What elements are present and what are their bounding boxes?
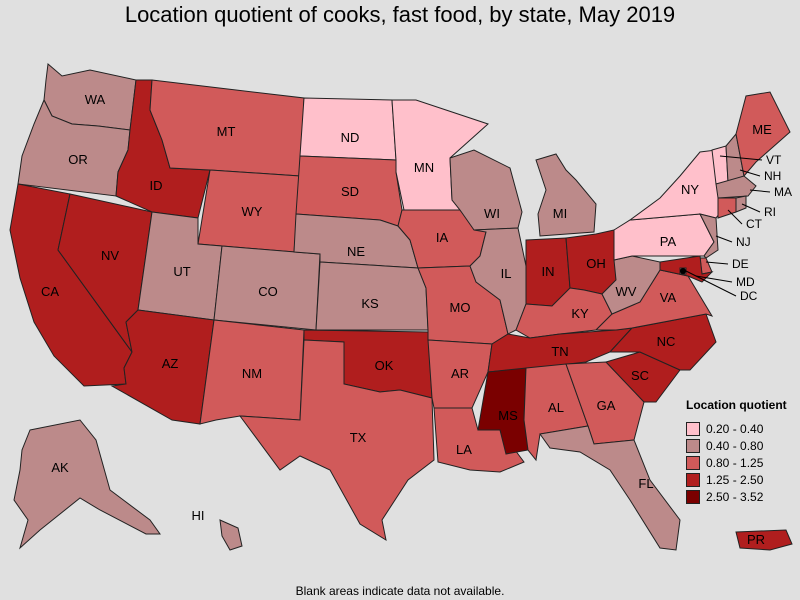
legend-label: 0.20 - 0.40	[706, 421, 764, 436]
state-ny[interactable]	[628, 149, 723, 221]
legend-title: Location quotient	[686, 398, 787, 412]
label-ak: AK	[51, 460, 69, 475]
label-la: LA	[456, 442, 472, 457]
state-ak[interactable]	[13, 419, 161, 550]
label-mo: MO	[450, 300, 471, 315]
label-ny: NY	[681, 182, 699, 197]
label-co: CO	[258, 284, 278, 299]
label-de: DE	[732, 257, 749, 271]
label-il: IL	[501, 266, 512, 281]
legend-item: 0.80 - 1.25	[686, 454, 787, 471]
label-ia: IA	[436, 230, 449, 245]
map-title: Location quotient of cooks, fast food, b…	[124, 2, 676, 27]
label-leader-lines	[683, 155, 771, 297]
legend-swatch	[686, 455, 700, 470]
label-ks: KS	[361, 296, 379, 311]
state-fl[interactable]	[539, 425, 681, 551]
legend-item: 0.40 - 0.80	[686, 437, 787, 454]
label-md: MD	[736, 275, 755, 289]
label-oh: OH	[586, 256, 606, 271]
label-pa: PA	[660, 234, 677, 249]
label-me: ME	[752, 122, 772, 137]
label-wa: WA	[85, 92, 106, 107]
label-mi: MI	[553, 206, 567, 221]
label-wv: WV	[616, 284, 637, 299]
label-ne: NE	[347, 244, 365, 259]
label-dc: DC	[740, 289, 758, 303]
state-labels: WA OR CA NV ID MT WY UT AZ CO NM ND SD N…	[41, 92, 792, 547]
label-wy: WY	[242, 204, 263, 219]
label-wi: WI	[484, 206, 500, 221]
label-al: AL	[548, 400, 564, 415]
legend-item: 0.20 - 0.40	[686, 420, 787, 437]
label-ri: RI	[764, 205, 776, 219]
label-in: IN	[542, 264, 555, 279]
state-ma[interactable]	[715, 175, 757, 199]
legend-label: 1.25 - 2.50	[706, 472, 764, 487]
legend-swatch	[686, 489, 700, 504]
footnote: Blank areas indicate data not available.	[295, 584, 505, 598]
label-sd: SD	[341, 184, 359, 199]
legend-label: 0.40 - 0.80	[706, 438, 764, 453]
legend: Location quotient 0.20 - 0.40 0.40 - 0.80…	[686, 398, 787, 505]
legend-label: 0.80 - 1.25	[706, 455, 764, 470]
label-tn: TN	[551, 344, 568, 359]
state-tx[interactable]	[238, 339, 435, 542]
dc-marker	[680, 268, 686, 274]
legend-swatch	[686, 438, 700, 453]
label-or: OR	[68, 152, 88, 167]
state-mi[interactable]	[535, 153, 597, 237]
label-mt: MT	[217, 124, 236, 139]
label-nh: NH	[764, 169, 781, 183]
state-il[interactable]	[469, 227, 527, 335]
label-nc: NC	[657, 334, 676, 349]
legend-item: 1.25 - 2.50	[686, 471, 787, 488]
legend-item: 2.50 - 3.52	[686, 488, 787, 505]
state-pr[interactable]	[735, 529, 793, 551]
label-fl: FL	[638, 476, 653, 491]
label-ca: CA	[41, 284, 59, 299]
label-ct: CT	[746, 217, 763, 231]
state-sc[interactable]	[605, 351, 681, 403]
label-hi: HI	[192, 508, 205, 523]
label-ok: OK	[375, 358, 394, 373]
legend-swatch	[686, 472, 700, 487]
label-mn: MN	[414, 160, 434, 175]
label-nd: ND	[341, 130, 360, 145]
legend-label: 2.50 - 3.52	[706, 489, 764, 504]
label-ga: GA	[597, 398, 616, 413]
label-nm: NM	[242, 366, 262, 381]
legend-swatch	[686, 421, 700, 436]
label-nj: NJ	[736, 235, 751, 249]
label-pr: PR	[747, 532, 765, 547]
label-sc: SC	[631, 368, 649, 383]
label-tx: TX	[350, 430, 367, 445]
label-id: ID	[150, 178, 163, 193]
label-ky: KY	[571, 306, 589, 321]
state-ri[interactable]	[735, 195, 747, 213]
label-va: VA	[660, 290, 677, 305]
label-ma: MA	[774, 185, 792, 199]
label-ar: AR	[451, 366, 469, 381]
label-nv: NV	[101, 248, 119, 263]
legend-items: 0.20 - 0.40 0.40 - 0.80 0.80 - 1.25 1.25 - …	[686, 420, 787, 505]
state-la[interactable]	[433, 407, 525, 473]
label-vt: VT	[766, 153, 782, 167]
label-ms: MS	[498, 408, 518, 423]
label-ut: UT	[173, 264, 190, 279]
state-nd[interactable]	[299, 97, 397, 161]
label-az: AZ	[162, 356, 179, 371]
state-hi[interactable]	[219, 519, 243, 551]
